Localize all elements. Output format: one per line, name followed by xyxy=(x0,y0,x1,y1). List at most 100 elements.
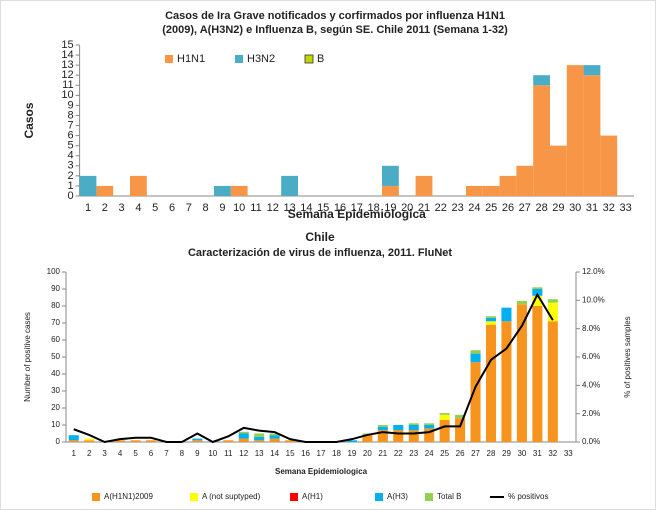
x-tick-label: 33 xyxy=(564,449,573,458)
x-tick-label: 14 xyxy=(270,449,279,458)
y-tick-label: 0 xyxy=(56,437,61,446)
x-tick-label: 25 xyxy=(485,202,497,214)
y2-tick-label: 0.0% xyxy=(582,437,600,446)
x-tick-label: 26 xyxy=(456,449,465,458)
y2-tick-label: 4.0% xyxy=(582,380,600,389)
x-tick-label: 24 xyxy=(425,449,434,458)
y-tick-label: 70 xyxy=(51,318,60,327)
y-tick-label: 40 xyxy=(51,369,60,378)
y-tick-label: 60 xyxy=(51,335,60,344)
legend-swatch xyxy=(92,493,100,501)
bar xyxy=(145,440,157,442)
x-tick-label: 12 xyxy=(267,202,279,214)
x-axis-label: Semana Epidemiologica xyxy=(275,467,368,476)
x-tick-label: 4 xyxy=(118,449,123,458)
bar xyxy=(68,435,79,441)
bar xyxy=(230,185,248,196)
bar xyxy=(408,425,419,431)
x-tick-label: 32 xyxy=(603,202,615,214)
x-tick-label: 19 xyxy=(347,449,356,458)
bar xyxy=(600,135,618,196)
x-tick-label: 8 xyxy=(203,202,209,214)
chart-title: Casos de Ira Grave notificados y corfirm… xyxy=(165,10,505,22)
x-tick-label: 16 xyxy=(334,202,346,214)
bar xyxy=(269,433,280,436)
y2-tick-label: 12.0% xyxy=(582,267,605,276)
bar xyxy=(408,430,419,442)
bar xyxy=(415,175,433,196)
bar xyxy=(532,306,543,442)
bar xyxy=(192,440,203,442)
bar xyxy=(533,85,550,196)
bar xyxy=(377,430,388,442)
bar xyxy=(547,302,558,322)
legend-label: H3N2 xyxy=(247,53,275,65)
bar xyxy=(84,438,95,441)
y-tick-label: 5 xyxy=(67,140,73,152)
x-tick-label: 22 xyxy=(394,449,403,458)
y-tick-label: 7 xyxy=(67,119,73,131)
x-tick-label: 24 xyxy=(468,202,480,214)
x-tick-label: 15 xyxy=(286,449,295,458)
x-tick-label: 20 xyxy=(363,449,372,458)
bar xyxy=(439,413,450,415)
x-tick-label: 19 xyxy=(384,202,396,214)
legend-label: H1N1 xyxy=(177,53,205,65)
x-tick-label: 28 xyxy=(487,449,496,458)
x-tick-label: 20 xyxy=(401,202,413,214)
y-tick-label: 11 xyxy=(62,79,73,91)
x-tick-label: 33 xyxy=(619,202,631,214)
bar xyxy=(84,440,95,442)
bar xyxy=(346,440,357,442)
bar xyxy=(238,433,249,439)
bar xyxy=(281,175,298,196)
x-tick-label: 31 xyxy=(586,202,598,214)
bar xyxy=(96,185,114,196)
x-tick-label: 1 xyxy=(85,202,91,214)
legend-label: % positivos xyxy=(508,492,548,501)
y-axis-label: Number of positive cases xyxy=(23,312,32,402)
x-tick-label: 8 xyxy=(180,449,185,458)
bar xyxy=(501,307,512,322)
x-tick-label: 21 xyxy=(378,449,387,458)
bar xyxy=(382,165,399,186)
x-tick-label: 9 xyxy=(219,202,225,214)
bar xyxy=(269,438,280,442)
legend-swatch xyxy=(190,493,198,501)
x-tick-label: 28 xyxy=(535,202,547,214)
x-tick-label: 4 xyxy=(135,202,141,214)
bar xyxy=(192,438,203,441)
x-tick-label: 21 xyxy=(418,202,430,214)
y-tick-label: 1 xyxy=(67,180,73,192)
bar xyxy=(516,165,534,196)
bar xyxy=(566,65,584,196)
legend-label: A(H3) xyxy=(387,492,408,501)
y2-tick-label: 8.0% xyxy=(582,324,600,333)
x-tick-label: 11 xyxy=(250,202,261,214)
y2-tick-label: 6.0% xyxy=(582,352,600,361)
x-tick-label: 13 xyxy=(255,449,264,458)
x-tick-label: 7 xyxy=(164,449,169,458)
bar xyxy=(115,440,126,442)
x-tick-label: 23 xyxy=(451,202,463,214)
x-tick-label: 18 xyxy=(332,449,341,458)
bar xyxy=(214,185,231,196)
y2-axis-label: % of positives samples xyxy=(623,316,632,397)
x-tick-label: 15 xyxy=(317,202,329,214)
legend-swatch xyxy=(290,493,298,501)
bar xyxy=(439,414,450,420)
bar xyxy=(238,438,249,442)
x-tick-label: 6 xyxy=(169,202,175,214)
x-tick-label: 18 xyxy=(367,202,379,214)
bar xyxy=(470,353,481,363)
x-tick-label: 12 xyxy=(239,449,248,458)
x-tick-label: 10 xyxy=(208,449,217,458)
legend-label: Total B xyxy=(437,492,461,501)
x-tick-label: 3 xyxy=(102,449,107,458)
legend-swatch xyxy=(304,54,314,64)
bar xyxy=(532,295,543,306)
x-tick-label: 5 xyxy=(152,202,158,214)
y-tick-label: 14 xyxy=(61,49,73,61)
bar xyxy=(393,430,404,442)
